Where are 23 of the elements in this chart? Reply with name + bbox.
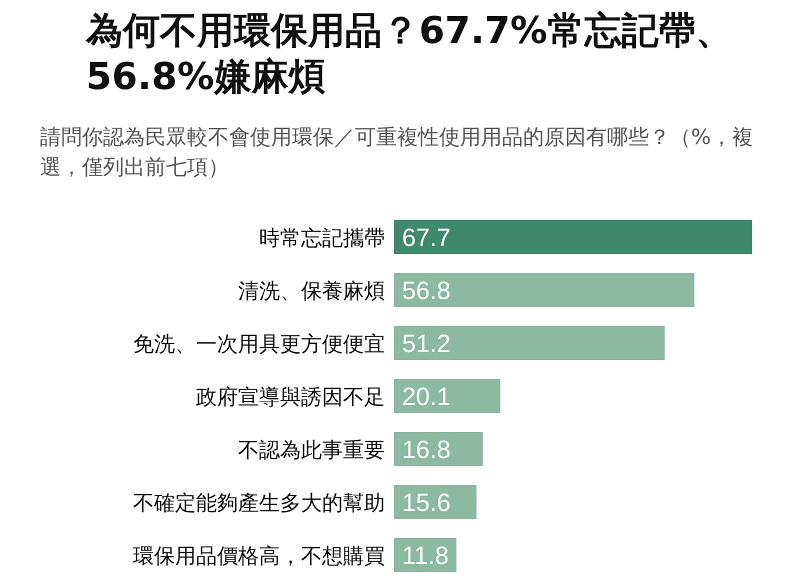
y-tick-label: 政府宣導與誘因不足 xyxy=(196,385,385,409)
bar: 16.8 xyxy=(394,432,483,466)
chart-subtitle: 請問你認為民眾較不會使用環保／可重複性使用用品的原因有哪些？（%，複選，僅列出前七項） xyxy=(40,124,754,181)
data-label: 67.7 xyxy=(402,224,451,252)
data-label: 11.8 xyxy=(402,542,449,570)
bar: 51.2 xyxy=(394,326,665,360)
bar: 11.8 xyxy=(394,538,456,572)
data-label: 15.6 xyxy=(402,489,451,517)
y-tick-label: 清洗、保養麻煩 xyxy=(238,279,385,303)
bar: 67.7 xyxy=(394,220,752,254)
chart-title: 為何不用環保用品？67.7%常忘記帶、56.8%嫌麻煩 xyxy=(86,8,734,100)
data-label: 16.8 xyxy=(402,436,451,464)
data-label: 20.1 xyxy=(402,383,451,411)
y-tick-label: 時常忘記攜帶 xyxy=(259,226,385,250)
data-label: 56.8 xyxy=(402,277,451,305)
y-tick-label: 不認為此事重要 xyxy=(238,438,385,462)
bar: 56.8 xyxy=(394,273,694,307)
data-label: 51.2 xyxy=(402,330,451,358)
y-tick-label: 免洗、一次用具更方便便宜 xyxy=(133,332,385,356)
y-tick-label: 不確定能夠產生多大的幫助 xyxy=(133,491,385,515)
bar: 20.1 xyxy=(394,379,500,413)
bar: 15.6 xyxy=(394,485,476,519)
y-tick-label: 環保用品價格高，不想購買 xyxy=(133,544,385,568)
